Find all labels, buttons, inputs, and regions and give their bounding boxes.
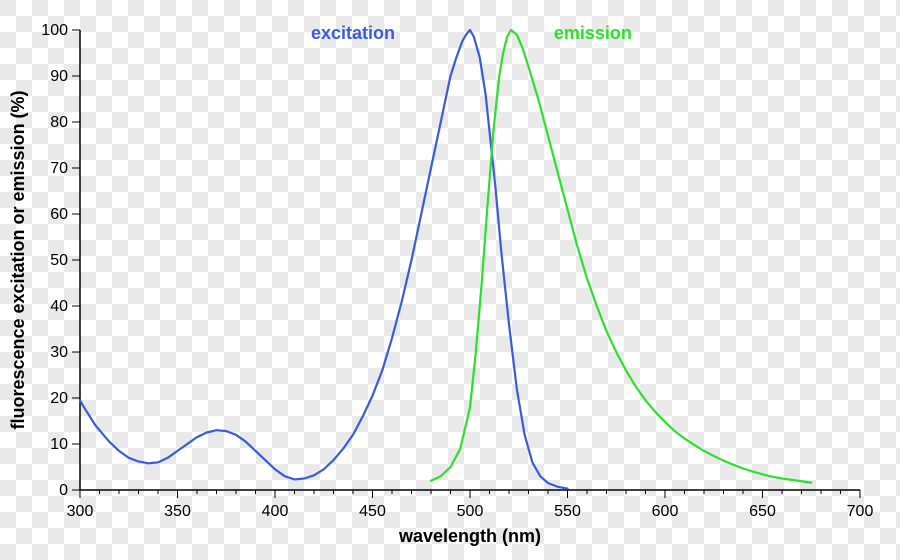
x-axis-label: wavelength (nm) — [398, 526, 541, 546]
y-tick-label: 20 — [50, 390, 68, 407]
y-tick-label: 70 — [50, 160, 68, 177]
x-tick-label: 450 — [359, 503, 386, 520]
y-tick-label: 100 — [41, 22, 68, 39]
x-tick-label: 400 — [262, 503, 289, 520]
x-tick-label: 650 — [749, 503, 776, 520]
y-tick-label: 90 — [50, 68, 68, 85]
fluorescence-spectrum-chart: 300 350 400 450 500 550 600 650 700 0 10 20 30 40 50 60… — [0, 0, 900, 560]
x-tick-label: 550 — [554, 503, 581, 520]
x-tick-label: 600 — [652, 503, 679, 520]
y-axis-label: fluorescence excitation or emission (%) — [8, 90, 28, 429]
y-tick-label: 10 — [50, 436, 68, 453]
y-tick-label: 30 — [50, 344, 68, 361]
y-tick-label: 40 — [50, 298, 68, 315]
y-tick-label: 50 — [50, 252, 68, 269]
x-tick-label: 350 — [164, 503, 191, 520]
x-tick-label: 700 — [847, 503, 874, 520]
y-tick-label: 0 — [59, 482, 68, 499]
y-tick-label: 60 — [50, 206, 68, 223]
emission-label: emission — [554, 23, 632, 43]
y-tick-label: 80 — [50, 114, 68, 131]
chart-svg: 300 350 400 450 500 550 600 650 700 0 10 20 30 40 50 60… — [0, 0, 900, 560]
x-tick-label: 500 — [457, 503, 484, 520]
x-tick-label: 300 — [67, 503, 94, 520]
excitation-label: excitation — [311, 23, 395, 43]
